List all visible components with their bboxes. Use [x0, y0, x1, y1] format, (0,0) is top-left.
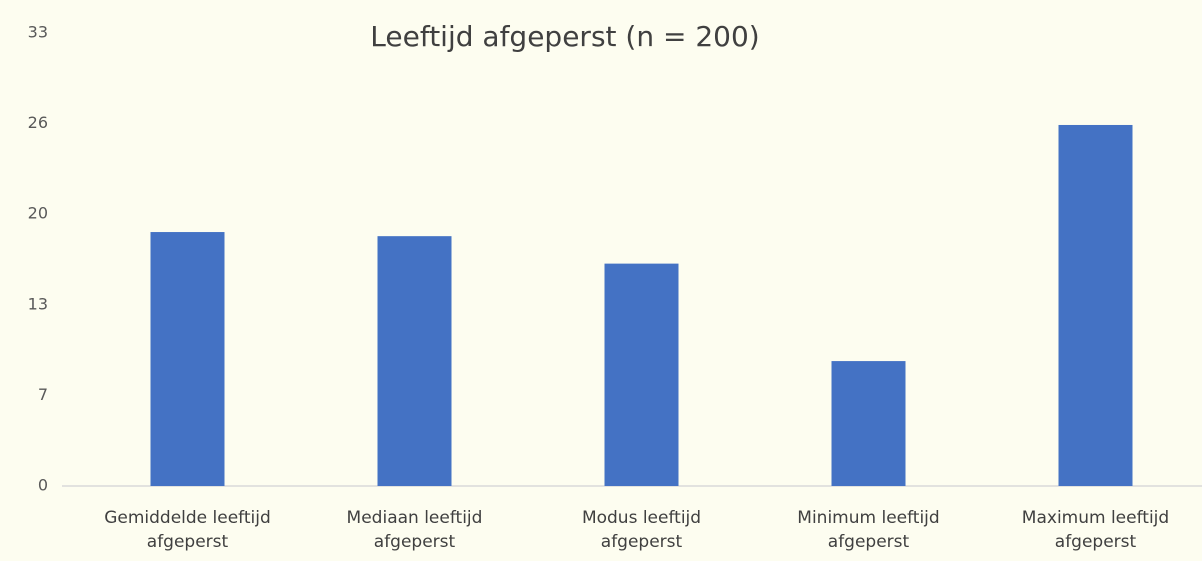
y-tick-label: 33	[28, 23, 48, 42]
y-tick-label: 7	[38, 385, 48, 404]
y-tick-label: 0	[38, 476, 48, 495]
y-tick-label: 13	[28, 294, 48, 313]
bar	[150, 232, 225, 486]
bar	[831, 361, 906, 486]
bar	[377, 236, 452, 486]
x-tick-label: Minimum leeftijd afgeperst	[797, 508, 940, 552]
x-tick-label: Gemiddelde leeftijd afgeperst	[104, 508, 271, 552]
bar	[1058, 124, 1133, 487]
bar	[604, 263, 679, 486]
x-tick-label: Modus leeftijd afgeperst	[581, 508, 702, 552]
y-tick-label: 26	[28, 113, 48, 132]
y-tick-label: 20	[28, 204, 48, 223]
x-tick-label: Maximum leeftijd afgeperst	[1021, 508, 1170, 552]
x-tick-label: Mediaan leeftijd afgeperst	[346, 508, 483, 552]
chart-title: Leeftijd afgeperst (n = 200)	[370, 20, 760, 53]
